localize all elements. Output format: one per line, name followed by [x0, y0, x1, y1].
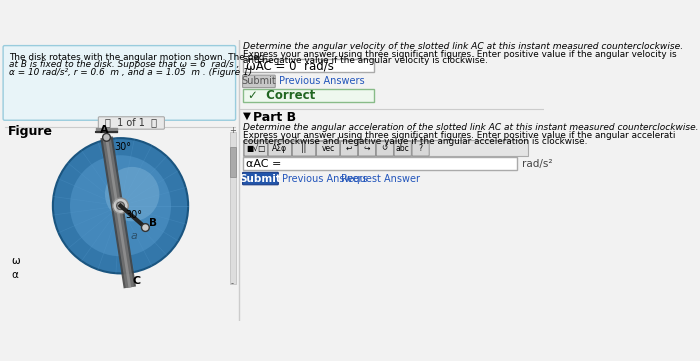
Text: ω
α: ω α [11, 256, 20, 280]
Text: A: A [100, 126, 109, 135]
FancyBboxPatch shape [243, 89, 374, 102]
Text: The disk rotates with the angular motion shown. The peg: The disk rotates with the angular motion… [9, 53, 265, 62]
Text: Submit: Submit [239, 174, 281, 183]
FancyBboxPatch shape [268, 141, 292, 156]
FancyBboxPatch shape [412, 141, 429, 156]
FancyBboxPatch shape [316, 141, 340, 156]
FancyBboxPatch shape [243, 172, 279, 185]
Text: -: - [231, 279, 234, 288]
Text: 〈  1 of 1  〉: 〈 1 of 1 〉 [106, 118, 158, 127]
Circle shape [105, 167, 160, 221]
FancyBboxPatch shape [99, 117, 164, 129]
Text: ΑΣφ: ΑΣφ [272, 144, 288, 153]
Text: B: B [149, 218, 158, 228]
Text: abc: abc [396, 144, 410, 153]
Text: rad/s²: rad/s² [522, 159, 553, 169]
Text: ||: || [302, 144, 307, 153]
FancyBboxPatch shape [293, 141, 316, 156]
Text: ▼: ▼ [244, 111, 251, 121]
Text: ωAC = 0  rad/s: ωAC = 0 rad/s [246, 59, 335, 72]
Text: Request Answer: Request Answer [340, 174, 419, 183]
FancyBboxPatch shape [377, 141, 393, 156]
Text: C: C [133, 275, 141, 286]
Text: Determine the angular acceleration of the slotted link AC at this instant measur: Determine the angular acceleration of th… [244, 123, 699, 132]
Text: Express your answer using three significant figures. Enter positive value if the: Express your answer using three signific… [244, 131, 676, 140]
Circle shape [117, 202, 125, 210]
Circle shape [70, 155, 171, 256]
Text: +: + [229, 126, 236, 135]
Circle shape [113, 198, 128, 214]
FancyBboxPatch shape [340, 141, 358, 156]
FancyBboxPatch shape [243, 157, 517, 170]
Text: ✓  Correct: ✓ Correct [248, 89, 315, 102]
Circle shape [141, 224, 149, 231]
Text: Submit: Submit [241, 77, 276, 86]
Text: at B is fixed to the disk. Suppose that ω = 6  rad/s ,: at B is fixed to the disk. Suppose that … [9, 60, 240, 69]
FancyBboxPatch shape [244, 141, 267, 156]
FancyBboxPatch shape [230, 147, 236, 177]
FancyBboxPatch shape [358, 141, 375, 156]
Text: a: a [130, 231, 137, 241]
Text: ■√□: ■√□ [246, 144, 265, 153]
Text: Previous Answers: Previous Answers [279, 77, 365, 86]
Text: Express your answer using three significant figures. Enter positive value if the: Express your answer using three signific… [244, 50, 677, 59]
Text: and negative value if the angular velocity is clockwise.: and negative value if the angular veloci… [244, 56, 488, 65]
Text: counterclockwise and negative value if the angular acceleration is clockwise.: counterclockwise and negative value if t… [244, 137, 588, 146]
FancyBboxPatch shape [230, 132, 236, 283]
Text: 30°: 30° [114, 142, 132, 152]
Text: Previous Answers: Previous Answers [282, 174, 368, 183]
Text: ↺: ↺ [382, 144, 388, 153]
Text: ↩: ↩ [346, 144, 352, 153]
FancyBboxPatch shape [3, 45, 236, 120]
FancyBboxPatch shape [243, 59, 374, 73]
Text: vec: vec [321, 144, 335, 153]
Text: αAC =: αAC = [246, 159, 282, 169]
Circle shape [53, 138, 188, 273]
Text: ↪: ↪ [364, 144, 370, 153]
Text: α = 10 rad/s², r = 0.6  m , and a = 1.05  m . (Figure 1): α = 10 rad/s², r = 0.6 m , and a = 1.05 … [9, 68, 253, 77]
Text: Part B: Part B [253, 111, 297, 124]
Text: 30°: 30° [125, 210, 142, 220]
Text: Determine the angular velocity of the slotted link AC at this instant measured c: Determine the angular velocity of the sl… [244, 43, 683, 52]
FancyBboxPatch shape [243, 75, 275, 88]
FancyBboxPatch shape [394, 141, 412, 156]
Text: Figure: Figure [8, 125, 52, 138]
FancyBboxPatch shape [243, 140, 528, 156]
Text: ?: ? [419, 144, 423, 153]
Circle shape [103, 134, 111, 141]
